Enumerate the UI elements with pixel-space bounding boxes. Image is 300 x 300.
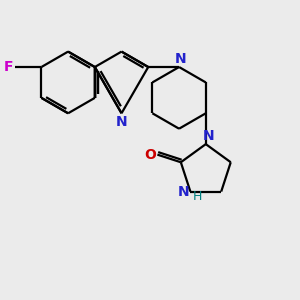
Text: N: N bbox=[177, 184, 189, 199]
Text: H: H bbox=[193, 190, 202, 203]
Text: N: N bbox=[202, 129, 214, 143]
Text: N: N bbox=[116, 115, 127, 129]
Text: N: N bbox=[175, 52, 186, 66]
Text: F: F bbox=[4, 60, 14, 74]
Text: O: O bbox=[144, 148, 156, 162]
